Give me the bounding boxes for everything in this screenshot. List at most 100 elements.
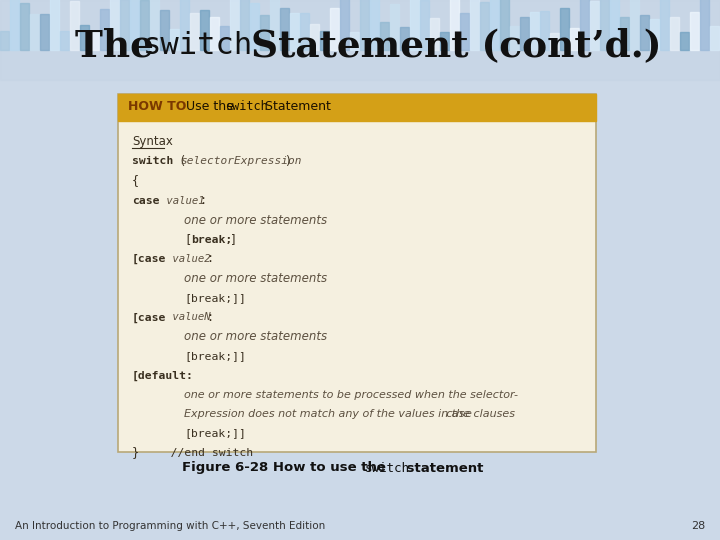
Bar [120, 0, 129, 50]
Bar [560, 8, 569, 50]
Bar [200, 10, 209, 50]
Bar [390, 4, 399, 50]
Text: The: The [75, 28, 167, 64]
Text: An Introduction to Programming with C++, Seventh Edition: An Introduction to Programming with C++,… [15, 521, 325, 531]
Bar [400, 27, 409, 50]
Bar [290, 13, 299, 50]
Bar [480, 2, 489, 50]
Text: }: } [132, 447, 139, 460]
Bar [110, 0, 119, 50]
Bar [180, 0, 189, 50]
Bar [160, 10, 169, 50]
Bar [600, 0, 609, 50]
Text: [break;]]: [break;]] [184, 429, 246, 438]
FancyBboxPatch shape [118, 94, 596, 452]
Bar [610, 0, 619, 50]
Bar [310, 24, 319, 50]
Bar [100, 9, 109, 50]
Text: Syntax: Syntax [132, 136, 173, 148]
Text: (: ( [172, 155, 186, 168]
Bar [520, 17, 529, 50]
Text: [case: [case [132, 313, 166, 322]
Bar [0, 0, 720, 80]
Text: [break;]]: [break;]] [184, 352, 246, 361]
Text: ]: ] [230, 233, 237, 246]
Bar [20, 3, 29, 50]
Text: selectorExpression: selectorExpression [180, 157, 302, 166]
Bar [250, 3, 259, 50]
Bar [620, 17, 629, 50]
Bar [230, 0, 239, 50]
Bar [340, 0, 349, 50]
Bar [190, 13, 199, 50]
Text: [: [ [184, 233, 191, 246]
Bar [118, 94, 596, 121]
Text: case: case [132, 195, 160, 206]
Bar [370, 0, 379, 50]
Text: 28: 28 [690, 521, 705, 531]
Text: Expression does not match any of the values in the: Expression does not match any of the val… [184, 409, 474, 419]
Text: [case: [case [132, 254, 166, 264]
Bar [440, 32, 449, 50]
Bar [210, 17, 219, 50]
Bar [80, 25, 89, 50]
Text: HOW TO: HOW TO [128, 100, 186, 113]
Bar [690, 12, 699, 50]
Bar [570, 28, 579, 50]
Bar [410, 0, 419, 50]
Bar [30, 14, 39, 50]
Bar [680, 32, 689, 50]
Text: //end switch: //end switch [150, 448, 253, 458]
Bar [90, 31, 99, 50]
Bar [490, 0, 499, 50]
Bar [320, 31, 329, 50]
Bar [660, 0, 669, 50]
Text: one or more statements to be processed when the selector-: one or more statements to be processed w… [184, 390, 518, 401]
Bar [360, 0, 369, 50]
Text: Statement: Statement [261, 100, 331, 113]
Bar [380, 22, 389, 50]
Bar [60, 31, 69, 50]
Text: case: case [445, 409, 472, 419]
Text: one or more statements: one or more statements [184, 330, 327, 343]
Bar [420, 0, 429, 50]
Bar [590, 1, 599, 50]
Bar [550, 33, 559, 50]
Bar [500, 0, 509, 50]
Bar [580, 0, 589, 50]
Text: {: { [132, 174, 139, 187]
Text: Statement (cont’d.): Statement (cont’d.) [238, 28, 662, 64]
Bar [700, 0, 709, 50]
Bar [650, 19, 659, 50]
Bar [350, 32, 359, 50]
Bar [540, 11, 549, 50]
Text: clauses: clauses [470, 409, 515, 419]
Text: value1: value1 [160, 195, 204, 206]
Bar [240, 0, 249, 50]
Text: [default:: [default: [132, 371, 194, 381]
Text: switch: switch [365, 462, 410, 475]
Bar [130, 0, 139, 50]
Text: :: : [206, 311, 213, 324]
Bar [270, 0, 279, 50]
Bar [630, 0, 639, 50]
Text: :: : [206, 253, 213, 266]
Text: switch: switch [132, 157, 174, 166]
Text: Use the: Use the [182, 100, 238, 113]
Text: statement: statement [402, 462, 483, 475]
Bar [510, 26, 519, 50]
Bar [150, 0, 159, 50]
Text: one or more statements: one or more statements [184, 213, 327, 226]
Bar [220, 26, 229, 50]
Text: Figure 6-28 How to use the: Figure 6-28 How to use the [182, 462, 390, 475]
Bar [50, 0, 59, 50]
Bar [670, 17, 679, 50]
Text: one or more statements: one or more statements [184, 272, 327, 285]
Bar [430, 18, 439, 50]
Text: switch: switch [226, 100, 269, 113]
Bar [640, 15, 649, 50]
Bar [300, 13, 309, 50]
Text: :: : [199, 194, 206, 207]
Bar [10, 0, 19, 50]
Text: break;: break; [191, 234, 233, 245]
